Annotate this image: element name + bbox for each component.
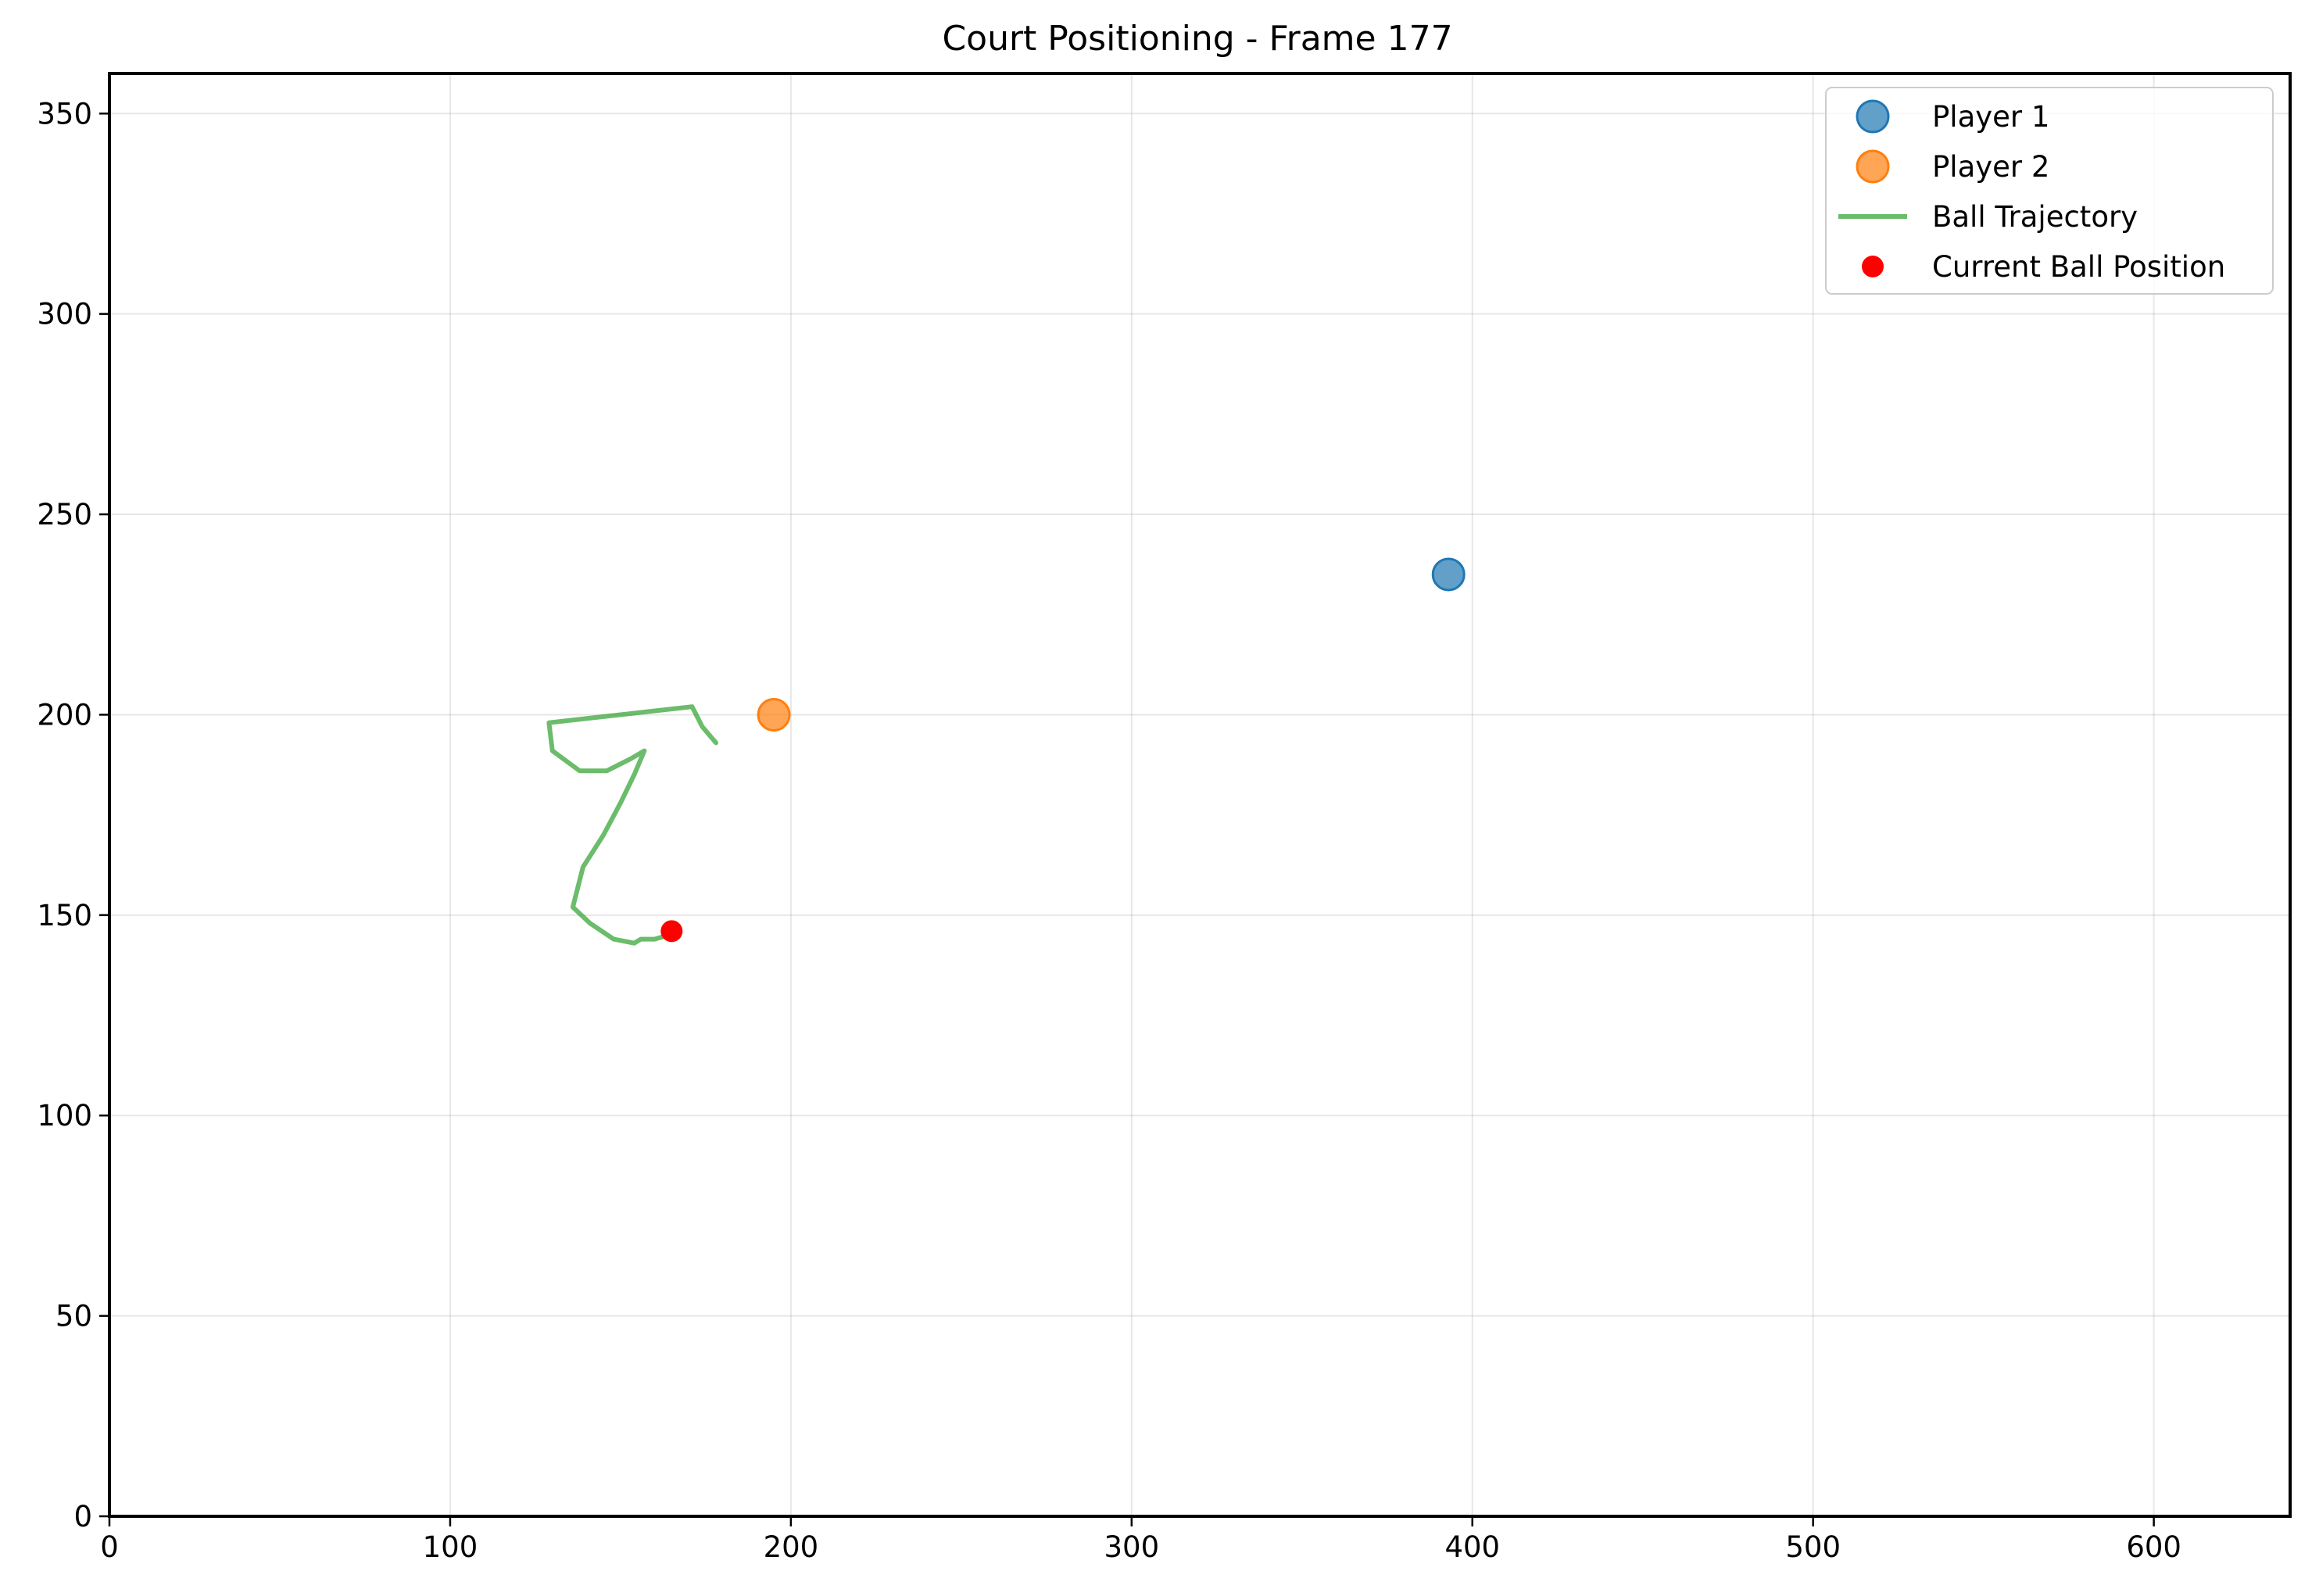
- x-tick-label: 600: [2126, 1530, 2181, 1564]
- player-2-point: [757, 697, 791, 732]
- legend-box: [1825, 87, 2274, 295]
- legend-label: Player 1: [1932, 100, 2049, 134]
- legend: Player 1 Player 2 Ball Trajectory Current B…: [1825, 87, 2274, 295]
- y-tick-label: 150: [37, 899, 92, 932]
- legend-point-swatch: [1856, 99, 1890, 134]
- current-ball-position-point: [660, 920, 683, 943]
- x-tick-label: 300: [1104, 1530, 1160, 1564]
- y-tick-label: 250: [37, 498, 92, 531]
- axis-ticks: 0 100 200 300 400 500 600 0 50 100 150 200 250 300 350: [37, 97, 2181, 1564]
- x-tick-label: 200: [764, 1530, 819, 1564]
- axes-frame: [108, 72, 2292, 1518]
- plot-marks: [546, 557, 1466, 946]
- x-tick-label: 100: [423, 1530, 478, 1564]
- y-tick-label: 300: [37, 298, 92, 331]
- x-tick-label: 400: [1444, 1530, 1500, 1564]
- chart-title: Court Positioning - Frame 177: [942, 19, 1452, 59]
- ball-trajectory-line: [546, 704, 718, 946]
- legend-point-swatch: [1862, 256, 1884, 277]
- y-tick-label: 50: [55, 1300, 92, 1333]
- legend-point-swatch: [1856, 149, 1890, 184]
- y-tick-label: 0: [73, 1500, 92, 1533]
- legend-label: Current Ball Position: [1932, 250, 2225, 284]
- legend-label: Ball Trajectory: [1932, 200, 2138, 234]
- x-tick-label: 0: [100, 1530, 119, 1564]
- y-tick-label: 350: [37, 97, 92, 131]
- y-tick-label: 200: [37, 698, 92, 732]
- y-tick-label: 100: [37, 1099, 92, 1133]
- x-tick-label: 500: [1785, 1530, 1841, 1564]
- legend-label: Player 2: [1932, 150, 2049, 184]
- player-1-point: [1431, 557, 1466, 592]
